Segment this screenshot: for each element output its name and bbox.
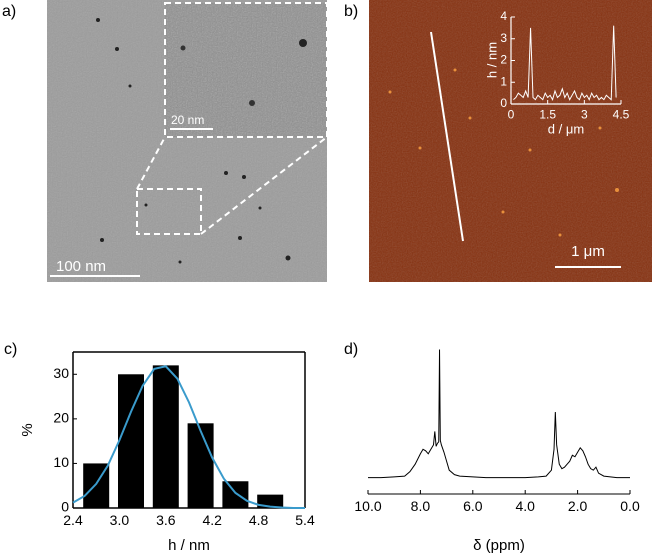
panel-label: a) [2, 3, 16, 20]
inset-particle [249, 100, 255, 106]
y-tick-label: 1 [500, 74, 507, 88]
zoom-region [136, 188, 202, 235]
x-tick-label: 3.0 [110, 512, 130, 528]
bar [222, 481, 249, 508]
x-tick-label: 4.8 [249, 512, 269, 528]
panel-label: c) [4, 341, 17, 358]
inset-particle [299, 39, 307, 47]
x-tick-label: 5.4 [295, 512, 315, 528]
tem-particles [96, 18, 291, 264]
y-tick-label: 3 [500, 31, 507, 45]
x-tick-label: 2.4 [63, 512, 83, 528]
x-axis-label: h / nm [168, 537, 210, 554]
tem-inset-texture [165, 3, 327, 137]
y-axis-label: h / nm [484, 42, 499, 78]
afm-particles [388, 68, 619, 237]
x-tick-label: 3.6 [156, 512, 176, 528]
x-tick-label: 1.5 [539, 108, 556, 122]
x-tick-label: 0 [508, 108, 515, 122]
y-tick-label: 0 [500, 96, 507, 110]
x-tick-label: 4.5 [613, 108, 630, 122]
x-tick-label: 2.0 [568, 498, 588, 514]
data-line [513, 25, 617, 101]
y-tick-label: 10 [53, 454, 69, 470]
y-tick-label: 20 [53, 410, 69, 426]
bar [152, 365, 179, 508]
bar [118, 374, 144, 508]
data-line [368, 349, 630, 479]
y-axis-label: % [19, 423, 36, 436]
x-tick-label: 0.0 [620, 498, 640, 514]
y-tick-label: 4 [500, 9, 507, 23]
inset-frame [164, 2, 328, 138]
profile-line [430, 31, 464, 242]
y-tick-label: 0 [61, 499, 69, 515]
bar [187, 423, 214, 508]
x-axis-label: δ (ppm) [473, 537, 525, 554]
zoom-connector [200, 136, 328, 235]
x-tick-label: 10.0 [354, 498, 381, 514]
x-tick-label: 4.0 [515, 498, 535, 514]
inset-particle [180, 45, 186, 51]
y-tick-label: 2 [500, 53, 507, 67]
scale-label: 100 nm [56, 258, 106, 275]
y-tick-label: 30 [53, 365, 69, 381]
x-tick-label: 8.0 [411, 498, 431, 514]
scale-label: 1 μm [571, 243, 605, 260]
x-tick-label: 3 [581, 108, 588, 122]
panel-label: d) [344, 341, 358, 358]
inset-scale-label: 20 nm [171, 113, 204, 127]
panel-label: b) [344, 3, 358, 20]
x-axis-label: d / μm [548, 121, 584, 136]
x-tick-label: 6.0 [463, 498, 483, 514]
x-tick-label: 4.2 [202, 512, 222, 528]
fit-curve [72, 365, 305, 509]
